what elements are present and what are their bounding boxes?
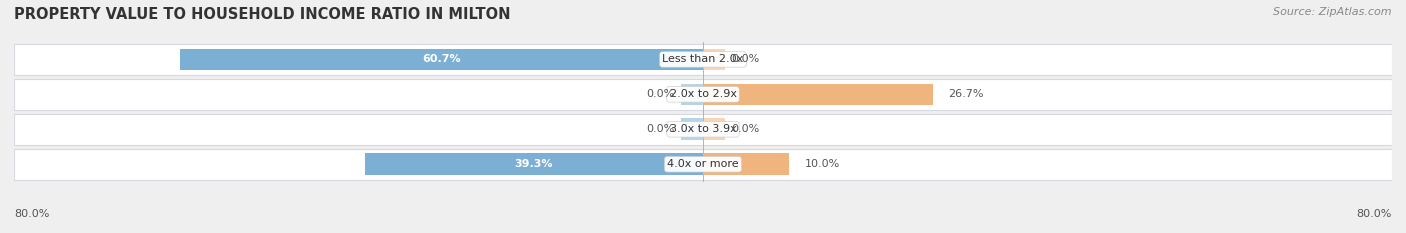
Bar (703, 83, 934, 105)
Bar (682, 118, 703, 140)
Text: 80.0%: 80.0% (1357, 209, 1392, 219)
Bar (14, 79, 1392, 110)
Text: PROPERTY VALUE TO HOUSEHOLD INCOME RATIO IN MILTON: PROPERTY VALUE TO HOUSEHOLD INCOME RATIO… (14, 7, 510, 22)
Text: Less than 2.0x: Less than 2.0x (662, 55, 744, 64)
Bar (682, 83, 703, 105)
Text: 2.0x to 2.9x: 2.0x to 2.9x (669, 89, 737, 99)
Text: 10.0%: 10.0% (804, 159, 839, 169)
Text: 60.7%: 60.7% (422, 55, 461, 64)
Text: 3.0x to 3.9x: 3.0x to 3.9x (669, 124, 737, 134)
Bar (703, 49, 724, 70)
Bar (14, 44, 1392, 75)
Text: Source: ZipAtlas.com: Source: ZipAtlas.com (1274, 7, 1392, 17)
Text: 0.0%: 0.0% (731, 124, 759, 134)
Bar (703, 153, 789, 175)
Text: 0.0%: 0.0% (731, 55, 759, 64)
Text: 0.0%: 0.0% (647, 89, 675, 99)
Bar (14, 114, 1392, 145)
Bar (364, 153, 703, 175)
Text: 4.0x or more: 4.0x or more (668, 159, 738, 169)
Text: 26.7%: 26.7% (949, 89, 984, 99)
Bar (180, 49, 703, 70)
Text: 80.0%: 80.0% (14, 209, 49, 219)
Bar (703, 118, 724, 140)
Text: 0.0%: 0.0% (647, 124, 675, 134)
Text: 39.3%: 39.3% (515, 159, 553, 169)
Bar (14, 149, 1392, 180)
